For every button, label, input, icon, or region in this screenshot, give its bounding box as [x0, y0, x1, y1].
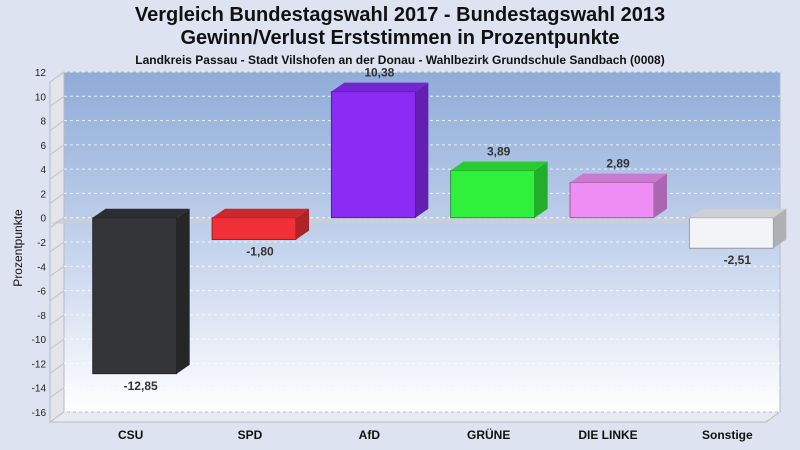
y-tick-label: -4: [37, 262, 46, 273]
gridline-side: [49, 241, 65, 253]
bar-gr-ne: [450, 161, 548, 219]
y-tick-label: -8: [37, 311, 46, 322]
chart-title: Vergleich Bundestagswahl 2017 - Bundesta…: [134, 4, 666, 26]
bar-front: [92, 217, 178, 375]
y-axis-label: Prozentpunkte: [11, 209, 25, 287]
gridline-side: [49, 95, 65, 107]
gridline-side: [49, 411, 65, 423]
gridline-side: [49, 290, 65, 301]
y-tick-label: 10: [35, 92, 47, 103]
gridline-side: [49, 71, 65, 83]
value-label: -1,80: [246, 245, 274, 259]
bar-top: [212, 208, 309, 218]
gridline-side: [49, 265, 65, 277]
y-tick-label: -12: [32, 359, 47, 370]
y-tick-label: -10: [32, 335, 47, 346]
gridline-side: [49, 144, 65, 156]
gridline-side: [49, 338, 65, 350]
gridline-side: [49, 193, 65, 204]
gridline-side: [49, 314, 65, 326]
bar-top: [92, 208, 190, 218]
bar-spd: [211, 208, 309, 240]
bar-front: [450, 170, 536, 219]
gridline-side: [49, 120, 65, 131]
chart-subtitle: Gewinn/Verlust Erststimmen in Prozentpun…: [180, 27, 620, 49]
bar-top: [331, 82, 429, 92]
value-label: 2,89: [606, 157, 630, 171]
bar-csu: [92, 208, 190, 375]
chart-caption: Landkreis Passau - Stadt Vilshofen an de…: [135, 53, 665, 67]
bar-side: [534, 161, 548, 218]
x-tick-label: SPD: [238, 428, 263, 442]
gridline-side: [49, 387, 65, 399]
bar-side: [176, 208, 190, 374]
x-tick-label: GRÜNE: [467, 427, 510, 442]
bar-front: [569, 182, 655, 219]
x-tick-label: DIE LINKE: [578, 428, 637, 442]
bar-side: [296, 208, 309, 240]
value-label: -2,51: [724, 253, 752, 267]
gridline-side: [49, 217, 65, 229]
bar-top: [689, 208, 787, 218]
y-tick-label: 12: [35, 68, 47, 79]
x-tick-label: Sonstige: [702, 428, 753, 442]
bar-side: [773, 208, 787, 249]
x-tick-label: CSU: [118, 428, 143, 442]
y-tick-label: -16: [32, 408, 47, 419]
x-tick-label: AfD: [359, 428, 381, 442]
y-tick-label: -2: [37, 238, 46, 249]
y-tick-label: 4: [40, 165, 46, 176]
y-tick-label: 2: [40, 189, 46, 200]
gridline-side: [49, 363, 65, 374]
value-label: 10,38: [364, 66, 394, 80]
bar-front: [330, 91, 416, 219]
bar-top: [450, 161, 548, 171]
y-tick-label: 6: [40, 141, 46, 152]
plot-floor: [48, 411, 782, 423]
bar-side: [415, 82, 429, 218]
y-tick-label: -6: [37, 287, 46, 298]
bar-front: [688, 217, 774, 249]
gridline-side: [49, 168, 65, 180]
y-tick-label: 0: [40, 214, 46, 225]
value-label: -12,85: [124, 379, 158, 393]
value-label: 3,89: [487, 144, 511, 158]
bar-top: [570, 173, 667, 183]
y-tick-label: 8: [40, 117, 46, 128]
y-tick-label: -14: [32, 384, 47, 395]
bar-side: [654, 173, 667, 218]
bar-sonstige: [688, 208, 787, 249]
bar-afd: [330, 82, 429, 219]
bar-front: [211, 217, 297, 240]
bar-die-linke: [569, 173, 667, 219]
